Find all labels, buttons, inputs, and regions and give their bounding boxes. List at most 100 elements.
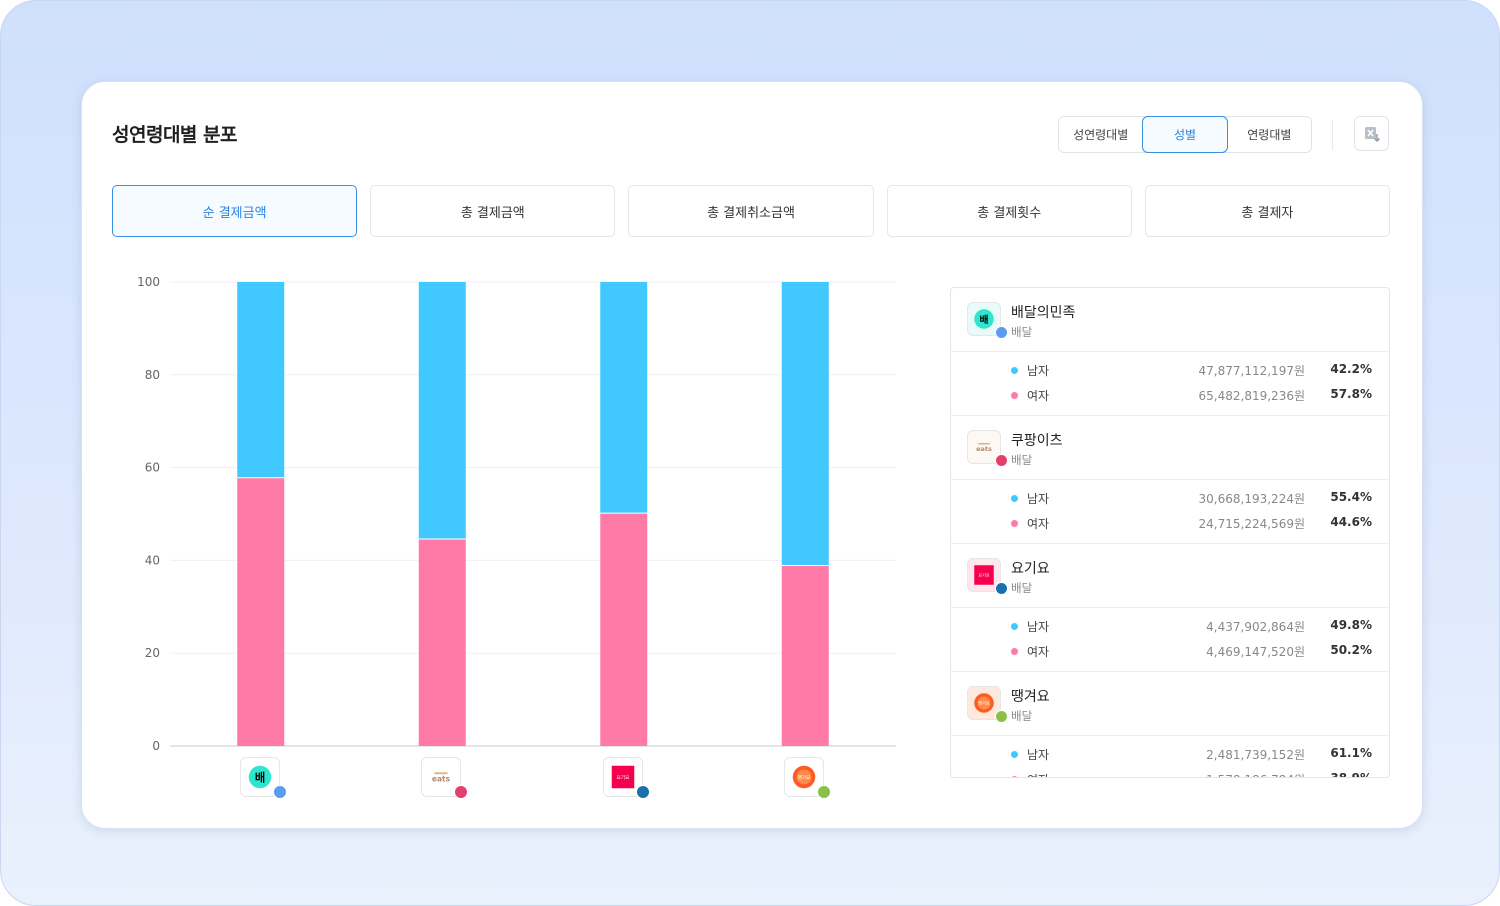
excel-download-icon (1364, 126, 1380, 142)
gender-row-male: 남자 47,877,112,197원 42.2% (951, 358, 1389, 383)
gender-label: 남자 (1027, 748, 1050, 762)
gender-row-female: 여자 4,469,147,520원 50.2% (951, 639, 1389, 664)
tab-payers[interactable]: 총 결제자 (1144, 185, 1391, 237)
gender-amount: 65,482,819,236원 (1198, 389, 1305, 403)
gender-rows: 남자 4,437,902,864원 49.8% 여자 4,469,147,520… (951, 608, 1389, 671)
gender-percent: 44.6% (1330, 515, 1372, 529)
gender-rows: 남자 30,668,193,224원 55.4% 여자 24,715,224,5… (951, 480, 1389, 543)
gender-amount: 4,437,902,864원 (1206, 620, 1305, 634)
female-legend-dot (1011, 776, 1018, 777)
baemin-logo: 배 (239, 757, 280, 797)
platform-dot (817, 785, 832, 799)
yogiyo-logo: 요기요 (967, 558, 1001, 592)
brand-category: 배달 (1011, 581, 1033, 595)
gender-label: 여자 (1027, 771, 1049, 777)
gender-amount: 4,469,147,520원 (1206, 645, 1305, 659)
page-title: 성연령대별 분포 (112, 124, 237, 146)
gender-amount: 1,578,186,784원 (1206, 771, 1305, 777)
gender-label: 여자 (1027, 517, 1050, 531)
gender-label: 여자 (1027, 389, 1050, 403)
bar-female-1 (418, 539, 466, 746)
platform-dot (635, 785, 650, 799)
y-tick-label: 40 (145, 553, 160, 567)
brand-name: 쿠팡이츠 (1011, 433, 1063, 449)
segment-gender-age[interactable]: 성연령대별 (1073, 128, 1129, 142)
brand-name: 땡겨요 (1011, 689, 1050, 705)
tab-net-payment[interactable]: 순 결제금액 (112, 185, 358, 237)
y-tick-label: 80 (145, 368, 160, 382)
platform-dot (995, 326, 1008, 339)
tab-payment-count[interactable]: 총 결제횟수 (886, 185, 1132, 237)
toolbar-divider (1332, 120, 1333, 150)
bar-female-3 (781, 565, 829, 746)
platform-dot (995, 454, 1008, 467)
bar-male-3 (781, 282, 829, 566)
svg-text:eats: eats (976, 445, 992, 453)
platform-dot (995, 710, 1008, 723)
x-category-logo-2: 요기요 (602, 757, 650, 799)
gender-row-male: 남자 30,668,193,224원 55.4% (951, 486, 1389, 511)
tab-total-cancel[interactable]: 총 결제취소금액 (628, 185, 874, 237)
bar-male-0 (237, 282, 285, 478)
female-legend-dot (1011, 520, 1018, 527)
gender-row-female: 여자 65,482,819,236원 57.8% (951, 383, 1389, 408)
brand-category: 배달 (1011, 709, 1033, 723)
x-category-logo-0: 배 (239, 757, 287, 799)
ddangyo-logo: 땡겨요 (967, 686, 1001, 720)
y-tick-label: 60 (145, 461, 160, 475)
brand-block: 배 배달의민족 배달 남자 47,877,112,197원 42.2% 여자 6… (951, 288, 1389, 416)
x-category-logo-3: 땡겨요 (784, 757, 832, 799)
view-mode-segment: 성연령대별 성별 연령대별 (1058, 116, 1312, 153)
metric-tabs: 순 결제금액 총 결제금액 총 결제취소금액 총 결제횟수 총 결제자 (112, 185, 1391, 237)
x-category-logo-1: eats (421, 757, 469, 799)
male-legend-dot (1011, 751, 1018, 758)
excel-download-button[interactable] (1354, 116, 1389, 151)
distribution-card: 성연령대별 분포 성연령대별 성별 연령대별 순 결제금액 총 결제금액 총 결… (81, 81, 1423, 829)
svg-text:요기요: 요기요 (616, 774, 630, 781)
gender-amount: 47,877,112,197원 (1198, 364, 1305, 378)
gender-label: 남자 (1027, 364, 1050, 378)
brand-legend-panel: 배 배달의민족 배달 남자 47,877,112,197원 42.2% 여자 6… (950, 287, 1390, 778)
segment-gender[interactable]: 성별 (1142, 116, 1228, 153)
gender-percent: 61.1% (1330, 746, 1372, 760)
brand-block: 요기요 요기요 배달 남자 4,437,902,864원 49.8% 여자 4,… (951, 544, 1389, 672)
gender-label: 여자 (1027, 645, 1050, 659)
y-tick-label: 20 (145, 646, 160, 660)
brand-block: eats 쿠팡이츠 배달 남자 30,668,193,224원 55.4% 여자… (951, 416, 1389, 544)
svg-text:요기요: 요기요 (978, 572, 989, 578)
brand-header: 땡겨요 땡겨요 배달 (951, 672, 1389, 736)
gender-percent: 57.8% (1330, 387, 1372, 401)
brand-name: 요기요 (1011, 561, 1050, 577)
gender-rows: 남자 47,877,112,197원 42.2% 여자 65,482,819,2… (951, 352, 1389, 415)
female-legend-dot (1011, 392, 1018, 399)
gender-percent: 55.4% (1330, 490, 1372, 504)
gender-row-female: 여자 24,715,224,569원 44.6% (951, 511, 1389, 536)
gender-label: 남자 (1027, 620, 1050, 634)
brand-category: 배달 (1011, 453, 1033, 467)
platform-dot (272, 785, 287, 799)
gender-label: 남자 (1027, 492, 1050, 506)
male-legend-dot (1011, 623, 1018, 630)
tab-total-payment[interactable]: 총 결제금액 (370, 185, 616, 237)
male-legend-dot (1011, 495, 1018, 502)
gender-percent: 42.2% (1330, 362, 1372, 376)
gender-percent: 38.9% (1330, 771, 1372, 778)
svg-text:땡겨요: 땡겨요 (798, 774, 812, 781)
brand-name: 배달의민족 (1011, 305, 1076, 321)
segment-age[interactable]: 연령대별 (1247, 128, 1292, 142)
brand-header: eats 쿠팡이츠 배달 (951, 416, 1389, 480)
brand-category: 배달 (1011, 325, 1033, 339)
bar-female-2 (600, 513, 648, 746)
gender-rows: 남자 2,481,739,152원 61.1% 여자 1,578,186,784… (951, 736, 1389, 778)
y-tick-label: 0 (152, 739, 160, 753)
female-legend-dot (1011, 648, 1018, 655)
male-legend-dot (1011, 367, 1018, 374)
gender-row-female: 여자 1,578,186,784원 38.9% (951, 767, 1389, 778)
y-tick-label: 100 (137, 275, 160, 289)
gender-amount: 24,715,224,569원 (1198, 517, 1305, 531)
bar-female-0 (237, 477, 285, 746)
bar-male-2 (600, 282, 648, 514)
platform-dot (995, 582, 1008, 595)
svg-text:배: 배 (255, 771, 265, 785)
